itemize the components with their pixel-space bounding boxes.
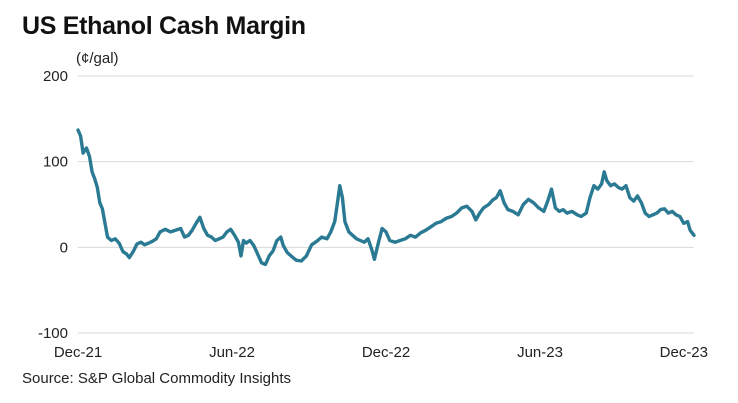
series-layer (76, 128, 696, 267)
y-axis-unit-label: (¢/gal) (76, 50, 119, 67)
y-axis-ticks: 200 100 0 -100 (38, 68, 68, 342)
x-tick-label: Dec-23 (660, 344, 708, 361)
source-note: Source: S&P Global Commodity Insights (22, 370, 292, 387)
y-tick-label: 200 (43, 68, 68, 85)
x-tick-label: Jun-22 (209, 344, 255, 361)
x-axis-ticks: Dec-21 Jun-22 Dec-22 Jun-23 Dec-23 (54, 344, 708, 361)
y-tick-label: -100 (38, 325, 68, 342)
x-tick-label: Jun-23 (517, 344, 563, 361)
chart-title: US Ethanol Cash Margin (22, 12, 306, 40)
gridlines (78, 75, 694, 334)
series-line-0 (76, 128, 696, 267)
y-tick-label: 0 (60, 239, 68, 256)
x-tick-label: Dec-21 (54, 344, 102, 361)
y-tick-label: 100 (43, 154, 68, 171)
x-tick-label: Dec-22 (362, 344, 410, 361)
